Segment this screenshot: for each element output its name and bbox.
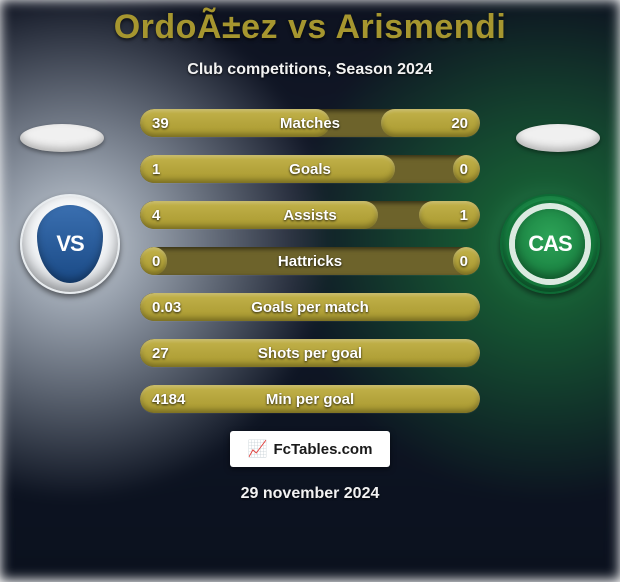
club-right-initials: CAS: [528, 231, 571, 257]
bar-fill-right: [453, 155, 480, 183]
player-left-silhouette: [20, 124, 104, 152]
brand-icon: 📈: [248, 439, 268, 459]
stat-row: Hattricks00: [140, 247, 480, 275]
bar-fill-left: [140, 155, 395, 183]
club-shield-right-inner: CAS: [515, 209, 585, 279]
player-right-avatar: [508, 118, 608, 218]
player-right-silhouette: [516, 124, 600, 152]
bar-track: [140, 339, 480, 367]
bar-fill-right: [419, 201, 480, 229]
brand-name: FcTables.com: [274, 441, 373, 458]
card-date: 29 november 2024: [0, 485, 620, 503]
stat-row: Assists41: [140, 201, 480, 229]
comparison-card: OrdoÃ±ez vs Arismendi Club competitions,…: [0, 0, 620, 580]
content: OrdoÃ±ez vs Arismendi Club competitions,…: [0, 8, 620, 582]
bar-track: [140, 247, 480, 275]
club-left-initials: VS: [56, 231, 83, 257]
bar-track: [140, 293, 480, 321]
brand-badge[interactable]: 📈 FcTables.com: [230, 431, 390, 467]
stat-row: Matches3920: [140, 109, 480, 137]
page-subtitle: Club competitions, Season 2024: [0, 61, 620, 79]
bar-track: [140, 201, 480, 229]
bar-fill-left: [140, 201, 378, 229]
bar-track: [140, 109, 480, 137]
bar-fill-left: [140, 109, 330, 137]
stat-row: Goals per match0.03: [140, 293, 480, 321]
player-left-avatar: [12, 118, 112, 218]
bar-fill-right: [381, 109, 480, 137]
stat-row: Goals10: [140, 155, 480, 183]
bar-fill-left: [140, 339, 480, 367]
stat-row: Shots per goal27: [140, 339, 480, 367]
comparison-bars: Matches3920 Goals10 Assists41 Hattricks00 Go…: [140, 109, 480, 413]
bar-track: [140, 155, 480, 183]
bar-fill-left: [140, 293, 480, 321]
bar-fill-right: [453, 247, 480, 275]
stat-row: Min per goal4184: [140, 385, 480, 413]
bar-track: [140, 385, 480, 413]
page-title: OrdoÃ±ez vs Arismendi: [0, 8, 620, 47]
bar-fill-left: [140, 247, 167, 275]
bar-fill-left: [140, 385, 480, 413]
